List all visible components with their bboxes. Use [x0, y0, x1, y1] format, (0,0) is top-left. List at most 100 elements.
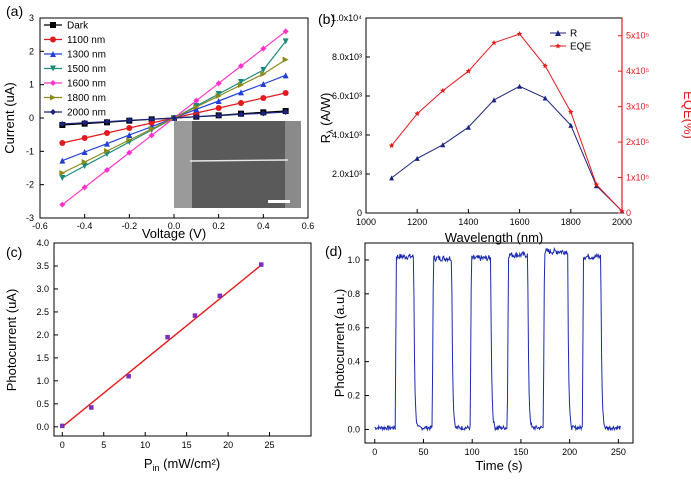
panel-c-data-point: [259, 262, 264, 267]
panel-b-data-point: [440, 142, 446, 148]
panel-b-legend-marker: [555, 30, 561, 36]
panel-c-frame: [53, 242, 312, 437]
panel-a-data-point: [282, 90, 289, 96]
panel-a-data-point: [81, 184, 88, 191]
panel-a-data-point: [215, 91, 222, 97]
panel-a-legend-marker: [50, 65, 56, 72]
panel-a-data-point: [81, 159, 88, 165]
panel-a-ytick-label: -1: [26, 146, 34, 156]
sem-inset-background: [174, 121, 301, 208]
panel-a-data-point: [238, 82, 244, 88]
panel-a-data-point: [59, 175, 66, 181]
panel-a-data-point: [215, 105, 222, 111]
panel-a-xlabel: Voltage (V): [142, 226, 206, 241]
panel-b-data-point: [439, 87, 446, 94]
panel-b-xtick-label: 1000: [356, 217, 376, 227]
panel-c-ytick-label: 2.5: [36, 307, 49, 317]
panel-a-data-point: [59, 140, 66, 146]
panel-a-data-point: [238, 111, 244, 118]
panel-a-legend-label: 1800 nm: [67, 93, 106, 104]
panel-a-data-point: [193, 113, 200, 120]
panel-a-data-point: [260, 110, 267, 117]
panel-b-ytick-label: 6.0x10³: [332, 91, 362, 101]
panel-a-data-point: [148, 120, 155, 126]
panel-c-data-point: [89, 405, 94, 410]
panel-a-data-point: [126, 132, 133, 138]
panel-a-data-point: [59, 170, 66, 176]
panel-b-y2tick-label: 4x10⁵: [626, 66, 650, 76]
panel-d-frame: [364, 242, 634, 444]
panel-c-ylabel: Photocurrent (uA): [4, 289, 19, 392]
panel-b-y2tick-label: 1x10⁵: [626, 173, 650, 183]
panel-b-ytick-label: 4.0x10³: [332, 130, 362, 140]
panel-a-data-point: [282, 109, 289, 115]
panel-b-y2tick-label: 5x10⁵: [626, 31, 650, 41]
panel-a-ytick-label: -3: [26, 213, 34, 223]
panel-b-legend-label: EQE: [570, 42, 591, 53]
panel-d-xlabel: Time (s): [475, 458, 522, 473]
panel-d-xtick-label: 150: [513, 447, 528, 457]
panel-b-label: (b): [318, 11, 335, 27]
panel-c-ytick-label: 4.0: [36, 238, 49, 248]
sem-inset-electrode-right: [285, 121, 301, 208]
panel-c-ytick-label: 1.5: [36, 353, 49, 363]
panel-a-data-point: [126, 117, 133, 124]
panel-a: (a) Voltage (V) Current (uA) -0.6 -0.4 -0.…: [2, 3, 314, 241]
panel-a-xtick-label: -0.4: [77, 221, 93, 231]
panel-c-data-point: [126, 374, 131, 379]
panel-c-ytick-label: 0.0: [36, 422, 49, 432]
panel-b-data-point: [542, 95, 548, 101]
panel-a-xtick-label: 0.2: [212, 221, 225, 231]
panel-b-data-point: [619, 208, 625, 214]
panel-b-data-point: [388, 142, 395, 149]
panel-a-data-point: [215, 80, 222, 87]
panel-a-xtick-label: 0.4: [257, 221, 270, 231]
panel-a-data-point: [215, 112, 222, 119]
panel-b-data-point: [517, 83, 523, 89]
panel-a-data-point: [104, 167, 110, 173]
panel-b-ylabel: Rλ (A/W): [318, 93, 335, 144]
panel-b-data-point: [568, 122, 574, 128]
panel-b-data-point: [414, 110, 421, 117]
panel-c-xtick-label: 25: [265, 440, 275, 450]
panel-a-data-point: [148, 126, 155, 132]
panel-c-ytick-label: 0.5: [36, 399, 49, 409]
panel-b-data-point: [491, 97, 497, 103]
panel-c-data-point: [217, 293, 223, 299]
panel-b-xtick-label: 1600: [510, 217, 530, 227]
panel-b-legend-marker: [555, 43, 561, 49]
panel-a-data-point: [148, 132, 155, 139]
panel-a-data-point: [81, 119, 88, 126]
sem-inset-electrode-left: [174, 121, 192, 208]
panel-c-xtick-label: 20: [223, 440, 233, 450]
panel-a-data-point: [59, 157, 66, 164]
panel-d-ytick-label: 0.2: [347, 391, 360, 401]
panel-c-ytick-label: 3.5: [36, 261, 49, 271]
panel-c: (c) Pin (mW/cm²) Photocurrent (uA) 0 5 10 1…: [4, 238, 312, 473]
panel-b-series-line: [391, 33, 623, 212]
panel-a-data-point: [81, 163, 88, 169]
panel-d-xtick-label: 100: [465, 447, 480, 457]
panel-d-ytick-label: 0.8: [347, 289, 360, 299]
panel-a-legend-marker: [50, 80, 56, 86]
panel-c-fit-line: [61, 264, 262, 428]
panel-c-ytick-label: 1.0: [36, 376, 49, 386]
panel-a-data-point: [193, 97, 200, 104]
panel-a-data-point: [81, 135, 88, 141]
panel-b-data-point: [414, 155, 420, 161]
panel-a-data-point: [126, 149, 133, 156]
panel-c-data-point: [60, 423, 65, 429]
panel-a-data-point: [126, 125, 133, 131]
panel-c-data-point: [165, 334, 170, 340]
panel-a-legend-marker: [50, 22, 56, 28]
panel-a-data-point: [282, 28, 289, 35]
panel-d-label: (d): [325, 243, 342, 259]
panel-a-data-point: [260, 81, 267, 87]
panel-a-legend-label: 2000 nm: [67, 108, 106, 119]
panel-a-data-point: [282, 72, 289, 79]
panel-b: (b) Wavelength (nm) Rλ (A/W) EQE(%) 1000…: [318, 11, 691, 245]
panel-b-y2tick-label: 2x10⁵: [626, 137, 650, 147]
panel-d-xtick-label: 50: [418, 447, 428, 457]
panel-b-xtick-label: 2000: [612, 217, 632, 227]
